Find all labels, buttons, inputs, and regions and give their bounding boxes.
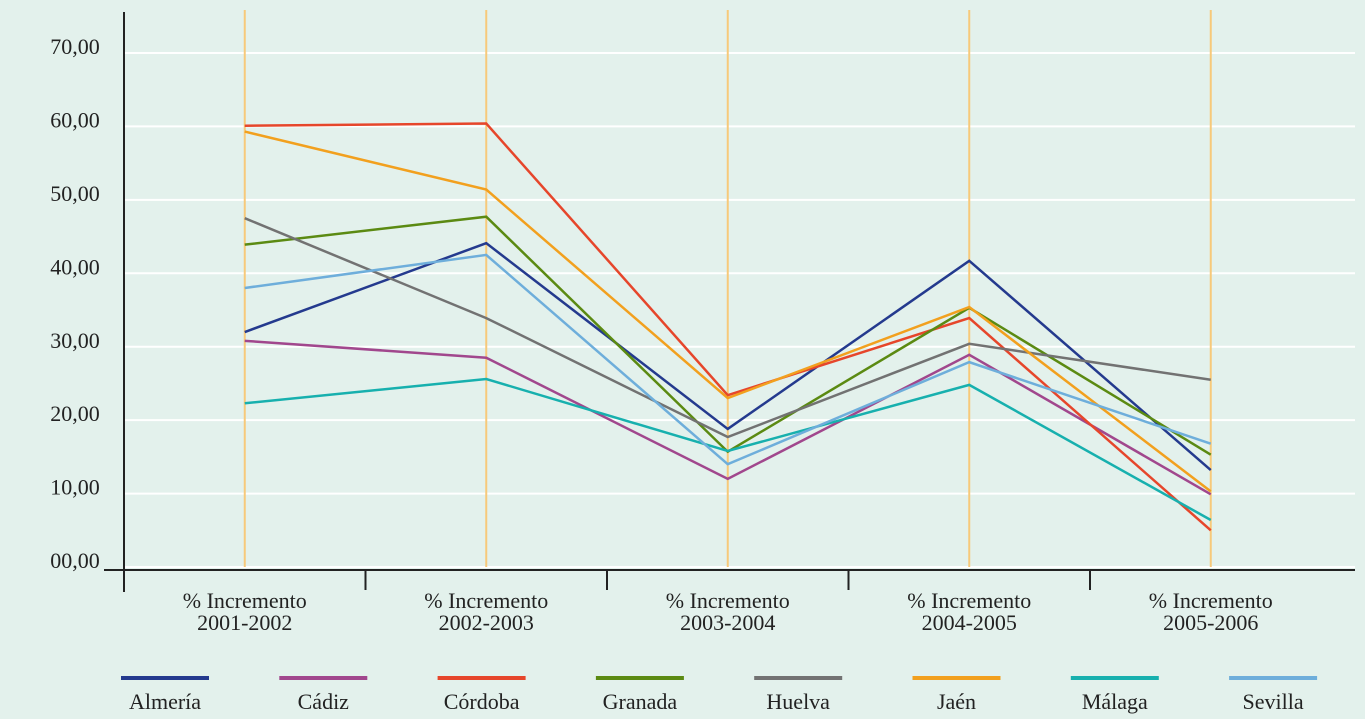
- y-tick-label: 20,00: [50, 401, 100, 426]
- y-tick-label: 40,00: [50, 254, 100, 279]
- series-line: [244, 339, 1212, 496]
- y-tick-label: 30,00: [50, 328, 100, 353]
- legend-label: Cádiz: [298, 689, 350, 714]
- x-tick-label: % Incremento 2005-2006: [1148, 588, 1273, 635]
- x-tick-label: % Incremento 2002-2003: [424, 588, 549, 635]
- legend-label: Jaén: [937, 689, 976, 714]
- y-tick-label: 50,00: [50, 181, 100, 206]
- legend-label: Granada: [603, 689, 678, 714]
- legend-label: Sevilla: [1243, 689, 1304, 714]
- series-line: [244, 130, 1212, 493]
- x-tick-label: % Incremento 2001-2002: [182, 588, 307, 635]
- series-line: [244, 217, 1211, 439]
- series-line: [244, 241, 1212, 472]
- legend-label: Córdoba: [444, 689, 520, 714]
- series-line: [244, 377, 1212, 522]
- x-tick-label: % Incremento 2003-2004: [665, 588, 790, 635]
- legend-label: Almería: [129, 689, 201, 714]
- y-tick-label: 00,00: [50, 548, 100, 573]
- y-tick-label: 10,00: [50, 475, 100, 500]
- x-tick-label: % Incremento 2004-2005: [907, 588, 1032, 635]
- legend-label: Huelva: [766, 689, 830, 714]
- y-tick-label: 70,00: [50, 34, 100, 59]
- legend-label: Málaga: [1082, 689, 1148, 714]
- y-tick-label: 60,00: [50, 107, 100, 132]
- series-line: [244, 253, 1212, 466]
